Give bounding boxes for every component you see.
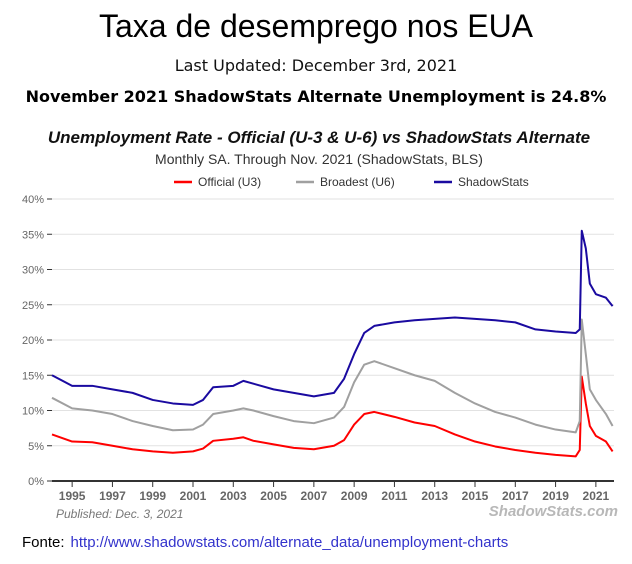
x-tick-label: 2005 [260, 489, 287, 503]
x-tick-label: 1997 [99, 489, 126, 503]
series-line [51, 375, 614, 458]
y-tick-label: 40% [22, 194, 44, 206]
chart-title: Unemployment Rate - Official (U-3 & U-6)… [48, 128, 590, 147]
x-tick-label: 2011 [381, 489, 407, 503]
x-tick-label: 2017 [502, 489, 529, 503]
y-tick-label: 0% [28, 476, 44, 488]
legend-label: Broadest (U6) [320, 175, 395, 189]
x-tick-label: 1995 [59, 489, 86, 503]
published-note: Published: Dec. 3, 2021 [56, 507, 183, 521]
source-label: Fonte: [22, 534, 65, 551]
source-line: Fonte: http://www.shadowstats.com/alterna… [22, 534, 508, 551]
legend-label: Official (U3) [198, 175, 261, 189]
x-tick-label: 2015 [462, 489, 489, 503]
x-tick-label: 2003 [220, 489, 247, 503]
x-tick-label: 2009 [341, 489, 368, 503]
y-tick-label: 20% [22, 335, 44, 347]
y-tick-label: 10% [22, 406, 44, 418]
x-tick-label: 2019 [542, 489, 569, 503]
series-line [51, 229, 614, 406]
x-tick-label: 2007 [301, 489, 328, 503]
x-tick-label: 2021 [583, 489, 610, 503]
x-tick-label: 2001 [180, 489, 207, 503]
y-tick-label: 25% [22, 300, 44, 312]
legend-label: ShadowStats [458, 175, 529, 189]
y-tick-label: 5% [28, 441, 44, 453]
source-link[interactable]: http://www.shadowstats.com/alternate_dat… [70, 534, 509, 551]
x-tick-label: 2013 [421, 489, 448, 503]
page-title: Taxa de desemprego nos EUA [98, 8, 534, 44]
x-tick-label: 1999 [139, 489, 166, 503]
legend: Official (U3) Broadest (U6) ShadowStats [174, 175, 529, 189]
series-line [51, 318, 614, 434]
y-tick-label: 15% [22, 370, 44, 382]
chart-subtitle: Monthly SA. Through Nov. 2021 (ShadowSta… [155, 151, 483, 167]
watermark: ShadowStats.com [489, 503, 618, 520]
y-tick-label: 35% [22, 229, 44, 241]
headline: November 2021 ShadowStats Alternate Unem… [25, 87, 607, 106]
y-tick-label: 30% [22, 265, 44, 277]
last-updated: Last Updated: December 3rd, 2021 [174, 56, 458, 75]
